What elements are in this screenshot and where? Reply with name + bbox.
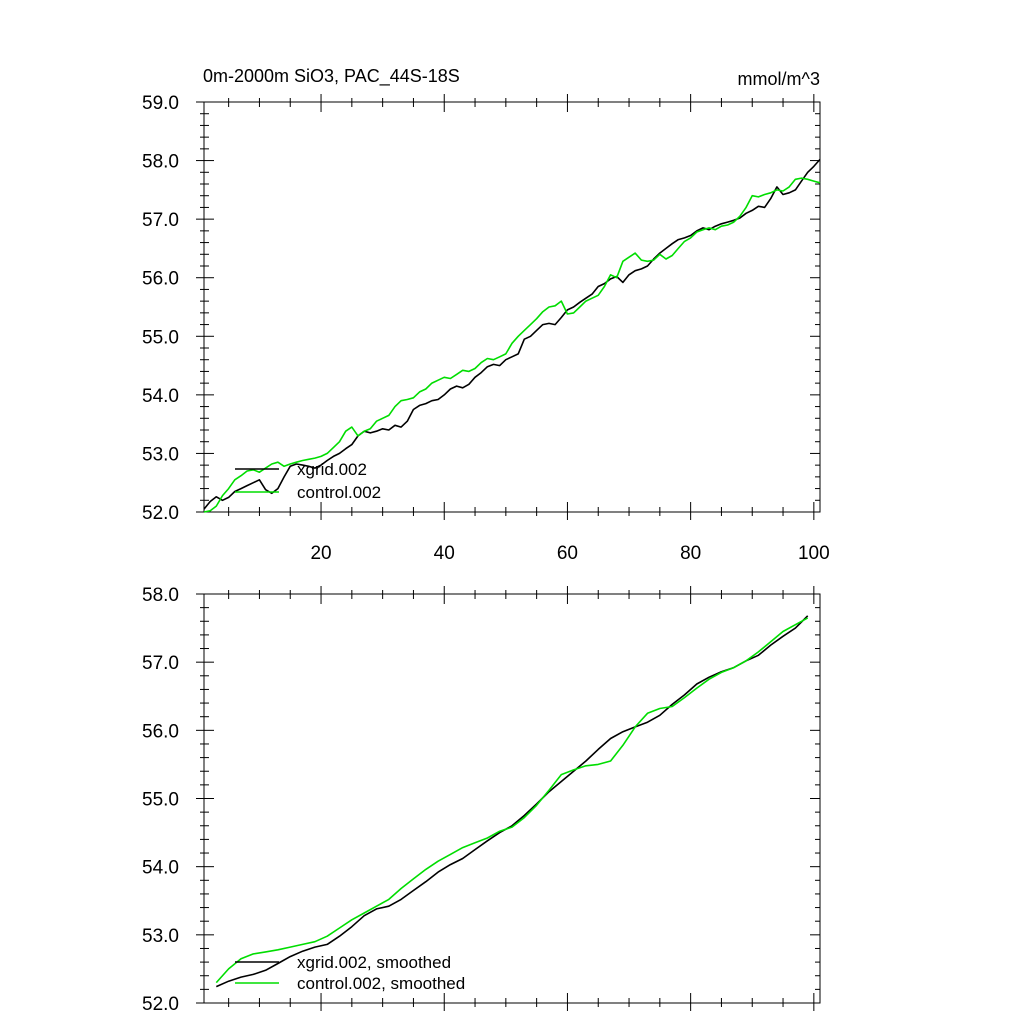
y-tick-label: 53.0 (142, 926, 179, 947)
chart-title: 0m-2000m SiO3, PAC_44S-18S (203, 66, 460, 87)
y-tick-label: 55.0 (142, 790, 179, 811)
series-line-control (203, 177, 821, 513)
y-tick-label: 56.0 (142, 269, 179, 290)
y-tick-label: 57.0 (142, 653, 179, 674)
bottom-panel: 52.0 53.0 54.0 55.0 56.0 57.0 58.0 xgrid.002, s… (142, 585, 821, 1015)
top-panel: 52.0 53.0 54.0 55.0 56.0 57.0 58.0 59.0 20 40 60 80… (142, 93, 830, 564)
x-tick-label: 20 (310, 543, 331, 564)
y-tick-label: 52.0 (142, 503, 179, 524)
x-tick-label: 60 (557, 543, 578, 564)
series-line-xgrid (215, 615, 809, 988)
y-tick-label: 57.0 (142, 210, 179, 231)
chart-units: mmol/m^3 (738, 69, 820, 89)
y-tick-label: 55.0 (142, 327, 179, 348)
series-line-xgrid (203, 158, 821, 510)
series-line-control (215, 617, 809, 984)
legend-label: xgrid.002, smoothed (297, 953, 451, 972)
legend-label: control.002 (297, 483, 381, 502)
x-tick-label: 40 (434, 543, 455, 564)
legend-label: control.002, smoothed (297, 974, 465, 993)
y-tick-label: 52.0 (142, 994, 179, 1015)
plot-frame (203, 593, 821, 1004)
plot-frame (203, 101, 821, 513)
y-tick-label: 58.0 (142, 152, 179, 173)
y-tick-label: 54.0 (142, 386, 179, 407)
y-tick-label: 58.0 (142, 585, 179, 606)
x-tick-label: 80 (680, 543, 701, 564)
y-tick-label: 54.0 (142, 858, 179, 879)
y-tick-label: 53.0 (142, 444, 179, 465)
y-tick-label: 59.0 (142, 93, 179, 114)
x-tick-label: 100 (798, 543, 830, 564)
legend-label: xgrid.002 (297, 460, 367, 479)
y-tick-label: 56.0 (142, 721, 179, 742)
